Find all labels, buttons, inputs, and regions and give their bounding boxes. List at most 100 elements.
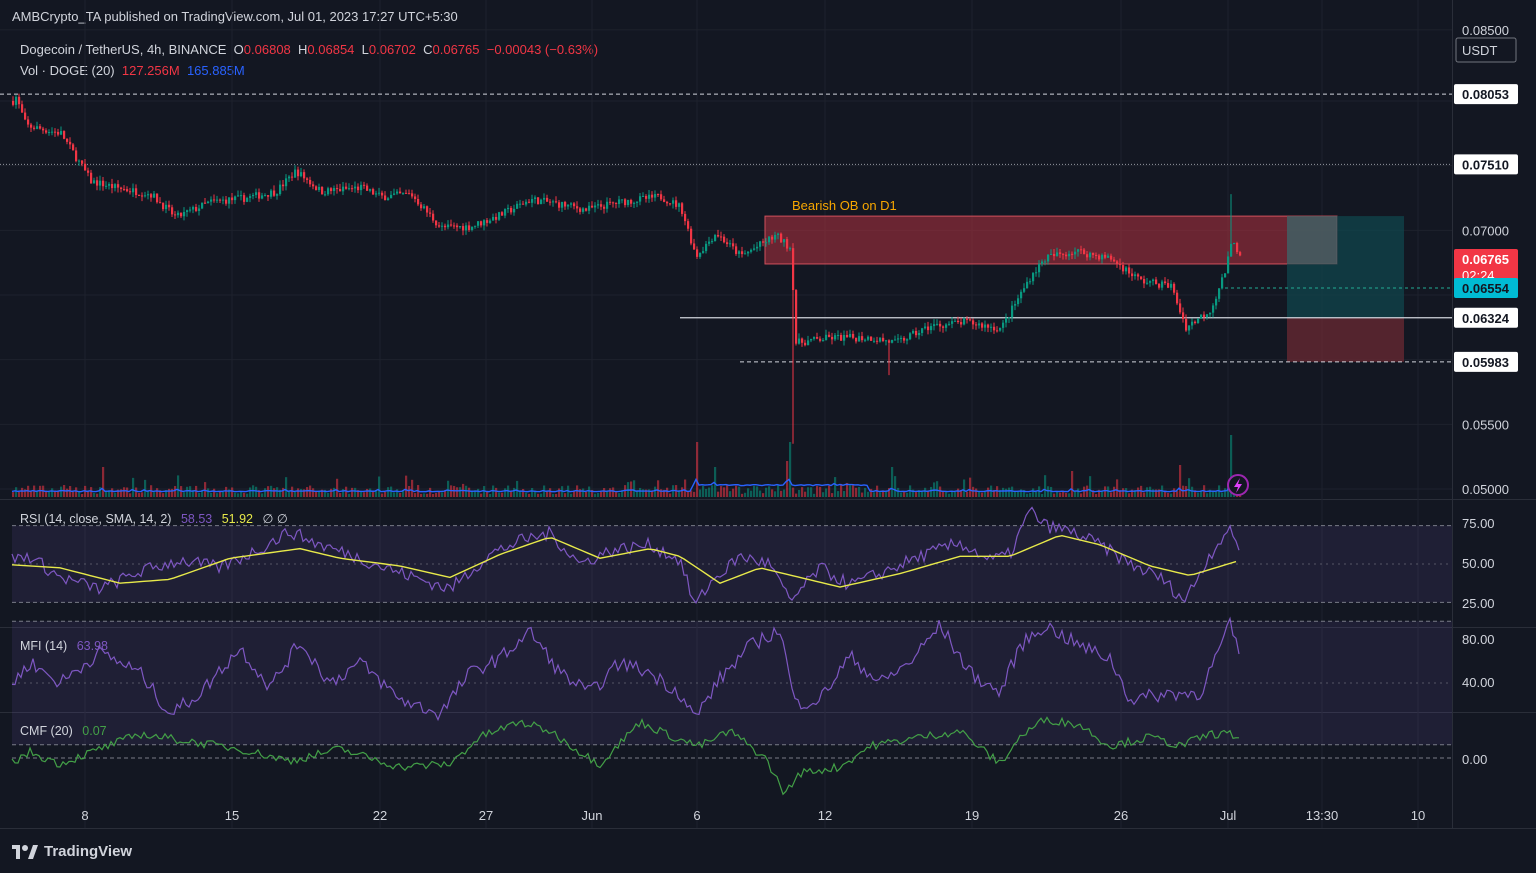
candle-body	[417, 199, 420, 205]
candle-body	[156, 193, 159, 203]
candle-body	[696, 249, 699, 257]
volume-bar	[984, 491, 987, 497]
drawing-zones[interactable]	[764, 215, 1404, 362]
cmf-value: 0.07	[82, 724, 106, 738]
candle-body	[558, 202, 561, 208]
candle-body	[1086, 254, 1089, 258]
candle-body	[483, 220, 486, 226]
volume-bar	[303, 489, 306, 497]
candle-body	[474, 225, 477, 227]
volume-bar	[15, 487, 18, 497]
volume-bar	[75, 487, 78, 497]
candle-body	[1080, 249, 1083, 251]
candle-body	[96, 180, 99, 186]
volume-bar	[849, 485, 852, 497]
candle-body	[783, 239, 786, 243]
volume-bar	[456, 487, 459, 497]
volume-bar	[633, 480, 636, 497]
volume-bar	[1089, 476, 1092, 497]
price-badge-label: 0.05983	[1462, 355, 1509, 370]
price-tick-label: 0.05000	[1462, 482, 1509, 497]
symbol-name[interactable]: Dogecoin / TetherUS, 4h, BINANCE	[20, 42, 227, 57]
volume-bar	[645, 489, 648, 497]
candle-body	[1026, 281, 1029, 289]
candle-body	[582, 208, 585, 212]
price-badge-label: 0.07510	[1462, 157, 1509, 172]
candle-body	[510, 207, 513, 213]
candle-body	[759, 241, 762, 247]
candle-body	[1152, 279, 1155, 282]
volume-bar	[858, 486, 861, 497]
candle-body	[678, 203, 681, 207]
time-axis[interactable]: 8 15 22 27 Jun 6 12 19 26 Jul 13:30 10	[81, 808, 1425, 823]
time-tick-label: 12	[818, 808, 832, 823]
volume-bar	[1191, 486, 1194, 497]
candle-body	[189, 209, 192, 211]
candle-body	[336, 188, 339, 190]
volume-bar	[723, 487, 726, 497]
volume-bar	[1083, 486, 1086, 497]
volume-bar	[225, 486, 228, 497]
candle-body	[903, 337, 906, 341]
volume-bar	[495, 487, 498, 497]
candle-body	[666, 201, 669, 204]
volume-bar	[1215, 490, 1218, 497]
candle-body	[387, 198, 390, 201]
volume-bar	[840, 483, 843, 497]
volume-bar	[702, 485, 705, 497]
candle-body	[915, 330, 918, 336]
candle-body	[297, 169, 300, 177]
currency-box[interactable]	[1455, 37, 1517, 63]
candle-body	[936, 323, 939, 325]
rsi-ma-line	[11, 534, 1237, 588]
volume-bar	[1065, 492, 1068, 497]
price-badge	[1454, 249, 1518, 285]
candle-body	[477, 221, 480, 226]
volume-bar	[690, 490, 693, 497]
volume-bar	[825, 488, 828, 497]
candle-body	[195, 206, 198, 211]
volume-bar	[480, 493, 483, 497]
volume-bar	[771, 489, 774, 497]
candle-body	[1134, 274, 1137, 277]
candle-body	[108, 184, 111, 186]
volume-bar	[912, 489, 915, 497]
candle-body	[306, 178, 309, 180]
candle-body	[372, 189, 375, 195]
indicator-tick-label: 80.00	[1462, 632, 1495, 647]
volume-bar	[528, 493, 531, 497]
candle-body	[393, 193, 396, 195]
volume-bar	[453, 485, 456, 497]
candle-body	[114, 184, 117, 189]
candle-body	[795, 290, 798, 344]
tradingview-brand[interactable]: TradingView	[12, 843, 132, 860]
candle-body	[507, 207, 510, 210]
volume-bar	[342, 489, 345, 497]
candle-body	[366, 185, 369, 191]
candle-body	[285, 178, 288, 187]
volume-label[interactable]: Vol · DOGE (20)	[20, 63, 115, 78]
volume-bar	[1119, 490, 1122, 497]
candle-body	[549, 201, 552, 203]
price-axis[interactable]: 0.08500 0.07000 0.05500 0.05000 75.00 50.00 25…	[1454, 23, 1518, 767]
candle-body	[1098, 255, 1101, 260]
candle-body	[1095, 254, 1098, 256]
candle-body	[1002, 322, 1005, 328]
ob-annotation[interactable]: Bearish OB on D1	[792, 198, 897, 213]
volume-bar	[618, 493, 621, 497]
candle-body	[1044, 261, 1047, 263]
volume-bar	[237, 493, 240, 497]
candle-body	[186, 210, 189, 213]
candle-body	[924, 326, 927, 329]
volume-bar	[762, 493, 765, 497]
volume-bar	[960, 490, 963, 497]
candle-body	[819, 338, 822, 341]
key-levels[interactable]	[0, 93, 1452, 363]
volume-bar	[54, 490, 57, 497]
lightning-icon[interactable]	[1227, 474, 1249, 496]
low-value: 0.06702	[368, 42, 416, 57]
volume-bar	[666, 487, 669, 497]
volume-bar	[834, 477, 837, 497]
volume-bar	[60, 486, 63, 497]
